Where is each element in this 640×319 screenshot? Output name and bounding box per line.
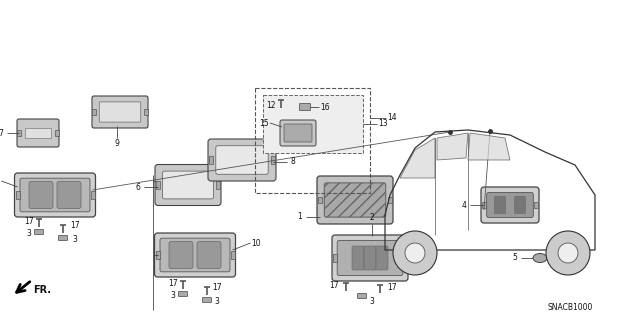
Text: 3: 3 [369,298,374,307]
Bar [255,88,370,193]
Bar [333,254,337,262]
FancyBboxPatch shape [332,235,408,281]
Circle shape [558,243,578,263]
Bar [482,202,486,208]
FancyBboxPatch shape [284,124,312,142]
FancyBboxPatch shape [169,241,193,268]
Polygon shape [468,133,510,160]
FancyBboxPatch shape [154,233,236,277]
Bar [209,156,213,164]
Circle shape [405,243,425,263]
Bar [25,128,51,138]
FancyBboxPatch shape [337,241,403,276]
FancyBboxPatch shape [317,176,393,224]
Bar [271,156,275,164]
Bar [92,109,96,115]
FancyBboxPatch shape [58,235,67,241]
Text: 17: 17 [329,281,339,291]
FancyBboxPatch shape [364,246,376,270]
FancyBboxPatch shape [155,165,221,205]
FancyBboxPatch shape [358,293,367,299]
FancyBboxPatch shape [99,102,141,122]
Text: 14: 14 [387,114,397,122]
FancyBboxPatch shape [515,197,525,213]
FancyBboxPatch shape [197,241,221,268]
Bar [403,254,407,262]
Text: SNACB1000: SNACB1000 [547,303,593,313]
Text: 12: 12 [266,100,276,109]
FancyBboxPatch shape [202,298,211,302]
Text: 10: 10 [252,239,261,248]
Text: 3: 3 [171,292,175,300]
Text: 3: 3 [27,229,31,239]
Ellipse shape [533,254,547,263]
Bar [144,109,148,115]
FancyBboxPatch shape [160,238,230,272]
Text: 3: 3 [72,235,77,244]
Text: 3: 3 [214,298,220,307]
FancyBboxPatch shape [163,171,213,199]
Text: 16: 16 [320,102,330,112]
Bar [156,181,160,189]
FancyBboxPatch shape [29,182,53,208]
Bar [318,197,322,203]
FancyBboxPatch shape [352,246,364,270]
Text: 13: 13 [378,120,388,129]
FancyBboxPatch shape [208,139,276,181]
Text: 15: 15 [259,118,269,128]
FancyBboxPatch shape [17,119,59,147]
FancyBboxPatch shape [486,192,533,218]
Text: FR.: FR. [33,285,51,295]
Bar [388,197,392,203]
Text: 7: 7 [0,129,3,137]
Bar [534,202,538,208]
FancyBboxPatch shape [216,146,268,174]
Text: 1: 1 [298,212,302,221]
FancyBboxPatch shape [15,173,95,217]
Circle shape [546,231,590,275]
Text: 17: 17 [212,284,222,293]
FancyBboxPatch shape [179,292,188,296]
FancyBboxPatch shape [481,187,539,223]
FancyBboxPatch shape [324,183,386,217]
Text: 17: 17 [387,284,397,293]
Bar [15,191,19,199]
FancyBboxPatch shape [376,246,388,270]
Text: 8: 8 [291,158,296,167]
Text: 9: 9 [115,139,120,149]
Polygon shape [437,133,468,160]
Bar [55,130,59,136]
Bar [230,251,234,259]
Bar [216,181,220,189]
Bar [263,95,363,153]
Text: 5: 5 [513,254,517,263]
Text: 2: 2 [370,213,374,222]
Bar [156,251,159,259]
FancyBboxPatch shape [92,96,148,128]
Text: 6: 6 [136,182,140,191]
Text: 17: 17 [24,218,34,226]
FancyBboxPatch shape [20,178,90,212]
FancyBboxPatch shape [57,182,81,208]
FancyBboxPatch shape [280,120,316,146]
Bar [17,130,21,136]
Text: 4: 4 [461,201,467,210]
Circle shape [393,231,437,275]
FancyBboxPatch shape [35,229,44,234]
Text: 17: 17 [70,221,80,231]
Bar [90,191,95,199]
FancyBboxPatch shape [300,103,310,110]
FancyBboxPatch shape [495,197,506,213]
Text: 17: 17 [168,279,178,288]
Polygon shape [400,138,435,178]
